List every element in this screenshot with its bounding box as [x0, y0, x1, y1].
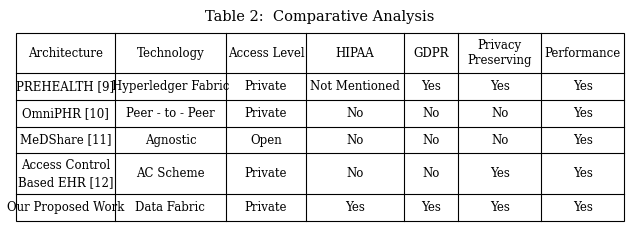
- Text: Access Control
Based EHR [12]: Access Control Based EHR [12]: [17, 159, 113, 189]
- Text: Architecture: Architecture: [28, 47, 103, 60]
- Text: Agnostic: Agnostic: [145, 134, 196, 147]
- Text: OmniPHR [10]: OmniPHR [10]: [22, 107, 109, 120]
- Text: Technology: Technology: [136, 47, 204, 60]
- Text: No: No: [423, 134, 440, 147]
- Text: Yes: Yes: [490, 201, 510, 214]
- Text: Yes: Yes: [573, 107, 593, 120]
- Bar: [16, 33, 624, 221]
- Text: No: No: [491, 107, 509, 120]
- Text: Private: Private: [244, 107, 287, 120]
- Text: Yes: Yes: [573, 167, 593, 180]
- Text: Yes: Yes: [573, 201, 593, 214]
- Text: Yes: Yes: [573, 80, 593, 93]
- Text: Private: Private: [244, 167, 287, 180]
- Text: Our Proposed Work: Our Proposed Work: [6, 201, 124, 214]
- Text: No: No: [491, 134, 509, 147]
- Text: Data Fabric: Data Fabric: [136, 201, 205, 214]
- Text: No: No: [346, 134, 364, 147]
- Text: HIPAA: HIPAA: [335, 47, 374, 60]
- Text: Yes: Yes: [573, 134, 593, 147]
- Text: MeDShare [11]: MeDShare [11]: [20, 134, 111, 147]
- Text: Privacy
Preserving: Privacy Preserving: [468, 39, 532, 67]
- Text: GDPR: GDPR: [413, 47, 449, 60]
- Text: Private: Private: [244, 201, 287, 214]
- Text: Table 2:  Comparative Analysis: Table 2: Comparative Analysis: [205, 10, 435, 24]
- Text: No: No: [423, 107, 440, 120]
- Text: Access Level: Access Level: [228, 47, 304, 60]
- Text: Yes: Yes: [422, 80, 442, 93]
- Text: No: No: [423, 167, 440, 180]
- Text: Open: Open: [250, 134, 282, 147]
- Text: Private: Private: [244, 80, 287, 93]
- Text: Yes: Yes: [490, 80, 510, 93]
- Text: Yes: Yes: [490, 167, 510, 180]
- Text: No: No: [346, 167, 364, 180]
- Text: Yes: Yes: [345, 201, 365, 214]
- Text: Performance: Performance: [545, 47, 621, 60]
- Text: Hyperledger Fabric: Hyperledger Fabric: [112, 80, 229, 93]
- Text: Peer - to - Peer: Peer - to - Peer: [126, 107, 215, 120]
- Text: Not Mentioned: Not Mentioned: [310, 80, 400, 93]
- Text: PREHEALTH [9]: PREHEALTH [9]: [16, 80, 115, 93]
- Text: Yes: Yes: [422, 201, 442, 214]
- Text: AC Scheme: AC Scheme: [136, 167, 205, 180]
- Text: No: No: [346, 107, 364, 120]
